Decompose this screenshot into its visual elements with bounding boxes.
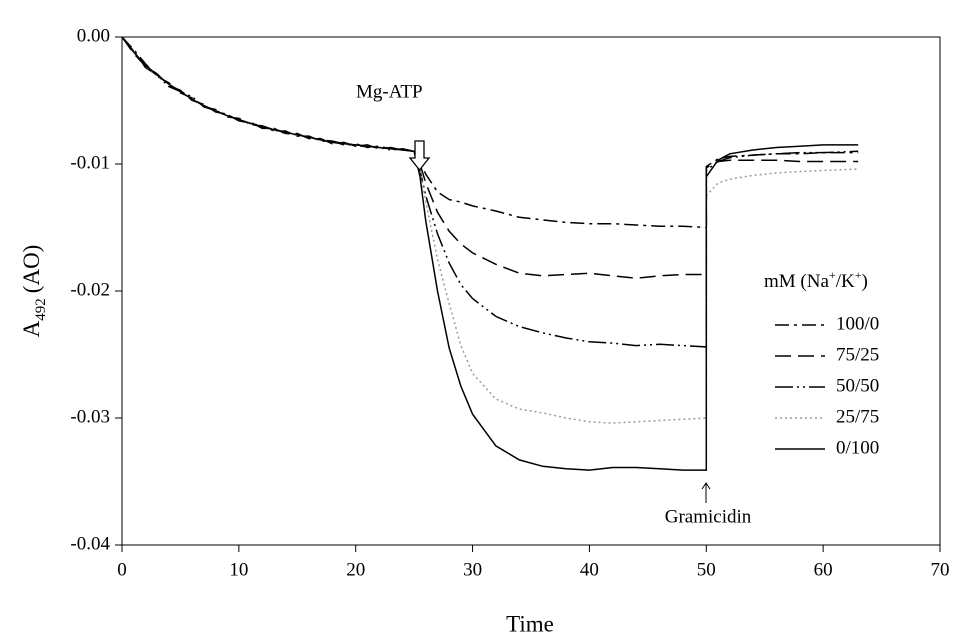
y-axis-label: A492 (AO) <box>19 245 49 338</box>
data-line <box>121 36 859 348</box>
legend-label: 50/50 <box>836 375 879 396</box>
data-line <box>121 36 859 280</box>
x-tick-label: 10 <box>229 559 248 580</box>
x-tick-label: 0 <box>117 559 127 580</box>
x-tick-label: 40 <box>580 559 599 580</box>
legend-label: 0/100 <box>836 437 879 458</box>
y-tick-label: -0.02 <box>70 279 110 300</box>
annotation: Mg-ATP <box>356 81 423 102</box>
arrow <box>408 140 431 172</box>
label-part: A <box>19 320 44 337</box>
y-tick-label: -0.03 <box>70 406 110 427</box>
legend-label: 75/25 <box>836 344 879 365</box>
x-tick-label: 30 <box>463 559 482 580</box>
legend-label: 25/75 <box>836 406 879 427</box>
y-tick-label: 0.00 <box>77 25 110 46</box>
label-part: mM (Na <box>764 271 829 292</box>
annotation: Gramicidin <box>665 506 752 527</box>
label-part: ) <box>861 271 867 292</box>
y-tick-label: -0.01 <box>70 152 110 173</box>
x-tick-label: 60 <box>814 559 833 580</box>
label-part: 492 <box>33 298 49 321</box>
label-part: + <box>829 268 836 282</box>
x-tick-label: 20 <box>346 559 365 580</box>
x-axis-label: Time <box>506 611 554 636</box>
label-part: /K <box>836 271 855 292</box>
data-line <box>121 36 859 229</box>
y-tick-label: -0.04 <box>70 533 110 554</box>
label-part: + <box>855 268 862 282</box>
x-tick-label: 50 <box>697 559 716 580</box>
legend-label: 100/0 <box>836 313 879 334</box>
legend-title: mM (Na+/K+) <box>764 268 868 293</box>
data-line <box>121 36 859 471</box>
arrow <box>701 482 711 503</box>
data-line <box>121 36 859 424</box>
x-tick-label: 70 <box>931 559 950 580</box>
label-part: (AO) <box>19 245 44 294</box>
